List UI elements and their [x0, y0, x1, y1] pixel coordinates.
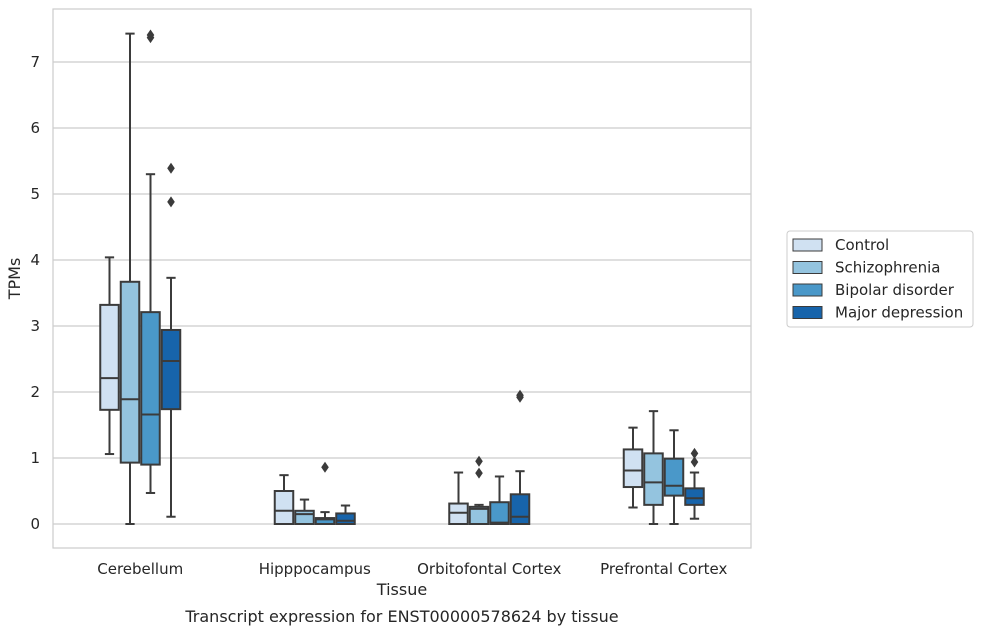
outlier-point — [475, 455, 483, 467]
box — [273, 490, 295, 525]
box-plot-bipolar-disorder — [314, 461, 336, 525]
box-plot-series — [99, 29, 705, 526]
box-plot-major-depression — [684, 447, 705, 520]
box — [160, 328, 182, 411]
box-plot-major-depression — [509, 389, 531, 525]
x-tick-label: Cerebellum — [97, 560, 183, 578]
box-plot-schizophrenia — [468, 455, 490, 525]
y-axis-title: TPMs — [5, 258, 24, 301]
box — [140, 311, 161, 466]
x-tick-label: Orbitofontal Cortex — [417, 560, 561, 578]
plot-area-frame — [52, 8, 752, 549]
legend-swatch — [792, 261, 823, 274]
outlier-point — [690, 456, 699, 468]
box — [663, 457, 685, 497]
box — [335, 512, 356, 526]
chart-title: Transcript expression for ENST0000057862… — [184, 607, 618, 626]
legend-label: Schizophrenia — [835, 259, 940, 277]
legend-frame — [786, 230, 974, 328]
y-tick-label: 7 — [30, 53, 40, 71]
outlier-point — [690, 447, 699, 459]
x-tick-label: Prefrontal Cortex — [600, 560, 727, 578]
outlier-point — [321, 461, 329, 473]
box-plot-schizophrenia — [119, 32, 141, 525]
box-plot-bipolar-disorder — [663, 429, 685, 525]
box — [294, 509, 315, 525]
box — [622, 448, 644, 489]
y-tick-label: 5 — [30, 185, 40, 203]
box — [314, 517, 336, 525]
y-tick-label: 3 — [30, 317, 40, 335]
box-plot-schizophrenia — [643, 410, 664, 525]
box — [643, 452, 664, 506]
outlier-point — [516, 389, 524, 401]
y-tick-label: 2 — [30, 383, 40, 401]
legend: Control Schizophrenia Bipolar disorder Majo… — [786, 230, 974, 328]
legend-label: Major depression — [835, 304, 963, 322]
box-plot-control — [273, 474, 295, 525]
legend-swatch — [792, 283, 823, 297]
legend-swatch — [792, 238, 823, 252]
box — [684, 487, 705, 506]
box-plot-major-depression — [335, 504, 356, 526]
box — [119, 280, 141, 464]
box — [99, 303, 120, 411]
outlier-point — [475, 467, 483, 479]
box-plot-control — [622, 426, 644, 509]
legend-label: Bipolar disorder — [835, 281, 955, 299]
y-tick-label: 1 — [30, 449, 40, 467]
box — [509, 493, 531, 525]
outlier-point — [167, 196, 175, 208]
outlier-point — [146, 29, 155, 41]
box — [489, 501, 510, 526]
box-plot-control — [448, 471, 469, 526]
x-axis-ticks: Cerebellum Hipppocampus Orbitofontal Corte… — [97, 560, 727, 578]
box-plot-bipolar-disorder — [140, 29, 161, 494]
y-tick-label: 6 — [30, 119, 40, 137]
legend-swatch — [792, 306, 823, 319]
x-tick-label: Hipppocampus — [259, 560, 371, 578]
y-axis-ticks: 0 1 2 3 4 5 6 7 — [30, 53, 40, 533]
box-plot-control — [99, 256, 120, 456]
box-plot-bipolar-disorder — [489, 475, 510, 526]
box-plot-major-depression — [160, 162, 182, 518]
x-axis-title: Tissue — [376, 580, 427, 599]
box — [468, 505, 490, 525]
y-tick-label: 0 — [30, 515, 40, 533]
legend-label: Control — [835, 236, 889, 254]
box-plot-schizophrenia — [294, 498, 315, 525]
outlier-point — [167, 162, 175, 174]
y-tick-label: 4 — [30, 251, 40, 269]
